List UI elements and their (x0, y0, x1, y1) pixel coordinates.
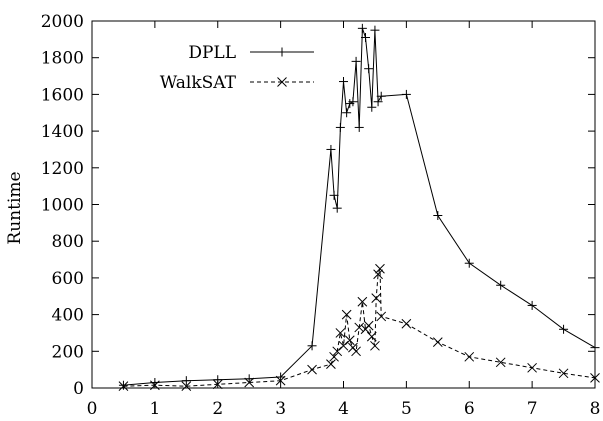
legend-label-walksat: WalkSAT (160, 73, 237, 93)
x-tick-label: 7 (527, 399, 538, 419)
cross-marker (332, 346, 343, 357)
plus-marker (307, 341, 317, 351)
y-tick-label: 200 (52, 342, 84, 362)
y-tick-label: 1600 (41, 85, 84, 105)
cross-marker (335, 328, 346, 338)
cross-marker (495, 357, 506, 368)
cross-marker (375, 263, 385, 274)
cross-marker (118, 381, 129, 392)
y-tick-label: 0 (73, 379, 84, 399)
x-axis-ticks: 0 1 2 3 4 5 6 7 8 (87, 21, 601, 419)
plus-marker (354, 122, 364, 132)
x-tick-label: 0 (87, 399, 98, 419)
x-tick-label: 5 (401, 399, 412, 419)
cross-marker (244, 377, 255, 388)
plus-marker (326, 144, 336, 154)
legend: DPLL WalkSAT (160, 43, 314, 93)
y-tick-label: 1200 (41, 159, 84, 179)
cross-marker (401, 318, 412, 329)
x-tick-label: 4 (338, 399, 349, 419)
cross-marker (354, 322, 365, 333)
cross-marker (357, 296, 368, 307)
cross-marker (341, 309, 352, 320)
plus-marker (118, 380, 128, 390)
plus-marker (401, 89, 411, 99)
cross-marker (376, 311, 387, 322)
y-tick-label: 800 (52, 232, 84, 252)
cross-marker (558, 368, 569, 379)
plus-marker (339, 77, 348, 87)
cross-marker (464, 351, 475, 362)
y-tick-label: 400 (52, 306, 84, 326)
plus-marker (496, 280, 506, 290)
y-tick-label: 1400 (41, 122, 84, 142)
plus-marker (433, 211, 443, 221)
cross-marker (150, 380, 160, 391)
plus-marker (370, 25, 380, 35)
cross-marker (371, 293, 382, 303)
cross-marker (338, 340, 349, 351)
plus-marker (367, 102, 377, 112)
plus-marker (277, 47, 287, 57)
series-walksat (118, 263, 600, 392)
x-tick-label: 1 (149, 399, 160, 419)
series-dpll (118, 23, 600, 390)
plus-marker (361, 33, 371, 43)
y-tick-label: 1800 (41, 49, 84, 69)
cross-marker (326, 359, 336, 369)
plus-marker (181, 376, 191, 386)
x-tick-label: 6 (464, 399, 475, 419)
plus-marker (373, 97, 383, 107)
y-tick-label: 1000 (41, 196, 84, 216)
cross-marker (373, 269, 383, 280)
y-axis-label: Runtime (5, 171, 25, 244)
cross-marker (527, 362, 537, 373)
plus-marker (559, 324, 569, 334)
y-tick-label: 2000 (41, 12, 84, 32)
y-axis-ticks: 0 200 400 600 800 1000 1200 1400 1600 1800 2000 (41, 12, 595, 399)
plus-marker (376, 91, 386, 101)
plus-marker (332, 203, 342, 213)
cross-marker (212, 379, 223, 390)
x-tick-label: 8 (590, 399, 601, 419)
cross-marker (366, 331, 377, 342)
cross-marker (351, 346, 361, 357)
cross-marker (181, 381, 192, 392)
cross-marker (370, 340, 380, 351)
cross-marker (432, 337, 443, 347)
plus-marker (335, 122, 345, 132)
plus-marker (351, 56, 361, 66)
plus-marker (357, 23, 367, 33)
series-layer (118, 23, 600, 392)
cross-marker (329, 351, 339, 362)
cross-marker (590, 373, 600, 383)
plus-marker (464, 258, 474, 268)
y-tick-label: 600 (52, 269, 84, 289)
x-tick-label: 3 (275, 399, 286, 419)
cross-marker (344, 335, 355, 346)
plus-marker (213, 375, 223, 385)
cross-marker (275, 375, 286, 386)
plus-marker (342, 108, 352, 118)
legend-label-dpll: DPLL (188, 43, 236, 63)
plus-marker (329, 190, 339, 200)
cross-marker (363, 320, 374, 331)
plus-marker (364, 64, 374, 74)
cross-marker (277, 77, 287, 87)
plus-marker (527, 300, 537, 310)
cross-marker (307, 364, 317, 375)
x-tick-label: 2 (212, 399, 223, 419)
plus-marker (348, 97, 358, 107)
plus-marker (590, 343, 600, 353)
